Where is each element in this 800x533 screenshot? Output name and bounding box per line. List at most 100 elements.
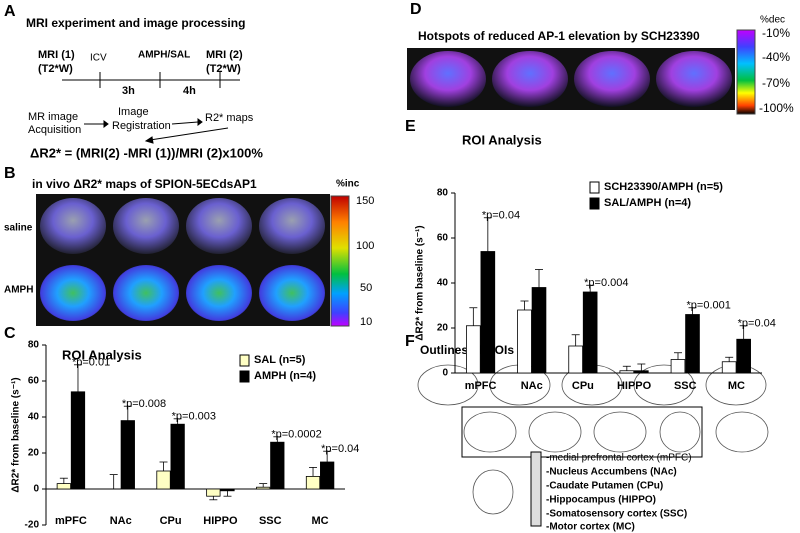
label: MRI (2) xyxy=(206,49,243,61)
panel-title: MRI experiment and image processing xyxy=(26,16,245,30)
legend-label: SCH23390/AMPH (n=5) xyxy=(604,181,723,193)
colorbar-title: %dec xyxy=(760,15,785,26)
colorbar-label: -10% xyxy=(762,26,790,40)
chart-title: ROI Analysis xyxy=(62,347,142,362)
annotation: *p=0.0002 xyxy=(271,429,321,441)
label: Image xyxy=(118,106,149,118)
error-bar xyxy=(173,418,182,425)
error-bar xyxy=(586,284,595,292)
bar xyxy=(736,338,751,374)
colorbar-label: -100% xyxy=(759,101,794,115)
error-bar xyxy=(637,363,646,371)
bar xyxy=(619,370,635,374)
colorbar-label: 100 xyxy=(356,240,374,252)
y-tick-label: 80 xyxy=(28,340,40,351)
legend-entry: -Nucleus Accumbens (NAc) xyxy=(546,467,677,478)
annotation: *p=0.04 xyxy=(738,318,776,330)
bar xyxy=(206,488,221,497)
error-bar xyxy=(520,300,529,310)
bar xyxy=(517,309,532,374)
error-bar xyxy=(73,364,82,392)
label: Acquisition xyxy=(28,124,81,136)
bar xyxy=(120,420,135,490)
legend-entry: -medial prefrontal cortex (mPFC) xyxy=(546,453,692,464)
x-tick-label: mPFC xyxy=(55,515,87,527)
colorbar-label: 50 xyxy=(360,282,372,294)
error-bar xyxy=(725,356,734,362)
panel-letter: D xyxy=(410,1,422,18)
brain-images xyxy=(40,198,325,321)
error-bar xyxy=(622,365,631,371)
legend-label: SAL (n=5) xyxy=(254,354,306,366)
bar xyxy=(634,370,649,374)
bar xyxy=(568,345,583,374)
panel-title: Hotspots of reduced AP-1 elevation by SC… xyxy=(418,29,700,43)
bar xyxy=(305,475,321,490)
label: 3h xyxy=(122,85,135,97)
panel-letter: A xyxy=(4,3,16,20)
x-tick-label: CPu xyxy=(160,515,182,527)
colorbar-label: 150 xyxy=(356,195,374,207)
bar xyxy=(256,486,271,490)
y-axis-label: ΔR2* from baseline (s⁻¹) xyxy=(11,377,22,492)
annotation: *p=0.01 xyxy=(72,357,110,369)
legend-label: AMPH (n=4) xyxy=(254,370,316,382)
error-bar xyxy=(59,477,68,484)
panel-b: B in vivo ΔR2* maps of SPION-5ECdsAP1 sa… xyxy=(4,165,374,328)
bar xyxy=(170,423,185,490)
x-tick-label: MC xyxy=(728,380,745,392)
panel-d: D Hotspots of reduced AP-1 elevation by … xyxy=(407,1,794,115)
roi-outlines xyxy=(417,364,769,527)
panel-letter: E xyxy=(405,118,416,135)
timeline xyxy=(62,72,240,88)
x-tick-label: NAc xyxy=(110,515,132,527)
bar xyxy=(531,287,547,374)
x-tick-label: HIPPO xyxy=(203,515,238,527)
error-bar xyxy=(469,307,478,326)
label: (T2*W) xyxy=(38,63,73,75)
error-bar xyxy=(259,483,268,488)
annotation: *p=0.008 xyxy=(122,398,166,410)
bar xyxy=(685,314,700,374)
error-bar xyxy=(223,490,232,497)
y-axis-label: ΔR2* from baseline (s⁻¹) xyxy=(415,225,426,340)
y-tick-label: 20 xyxy=(28,448,40,459)
label: (T2*W) xyxy=(206,63,241,75)
bar xyxy=(220,488,235,492)
x-tick-label: CPu xyxy=(572,380,594,392)
row-label: saline xyxy=(4,223,33,234)
label: ICV xyxy=(90,53,107,64)
colorbar xyxy=(736,29,756,115)
error-bar xyxy=(688,307,697,315)
legend-swatch xyxy=(589,197,600,210)
panel-letter: C xyxy=(4,325,16,342)
colorbar-label: -70% xyxy=(762,76,790,90)
colorbar xyxy=(330,195,350,327)
y-tick-label: 60 xyxy=(437,233,449,244)
legend-entry: -Motor cortex (MC) xyxy=(546,522,635,533)
legend-swatch xyxy=(589,181,600,194)
y-tick-label: 40 xyxy=(28,412,40,423)
colorbar-title: %inc xyxy=(336,179,360,190)
legend-label: SAL/AMPH (n=4) xyxy=(604,197,691,209)
label: R2* maps xyxy=(205,112,254,124)
label: MR image xyxy=(28,111,78,123)
legend-entry: -Hippocampus (HIPPO) xyxy=(546,495,656,506)
label: 4h xyxy=(183,85,196,97)
x-tick-label: mPFC xyxy=(465,380,497,392)
error-bar xyxy=(739,325,748,340)
panel-letter: F xyxy=(405,333,415,350)
label: AMPH/SAL xyxy=(138,50,190,61)
annotation: *p=0.04 xyxy=(321,443,359,455)
error-bar xyxy=(109,474,118,489)
bar xyxy=(670,359,686,374)
y-tick-label: 40 xyxy=(437,278,449,289)
y-tick-label: 0 xyxy=(442,368,448,379)
chart-title: ROI Analysis xyxy=(462,132,542,147)
x-tick-label: NAc xyxy=(521,380,543,392)
bar xyxy=(466,325,481,374)
panel-title: in vivo ΔR2* maps of SPION-5ECdsAP1 xyxy=(32,177,257,191)
error-bar xyxy=(535,269,544,288)
error-bar xyxy=(483,217,492,252)
bar xyxy=(156,470,171,490)
